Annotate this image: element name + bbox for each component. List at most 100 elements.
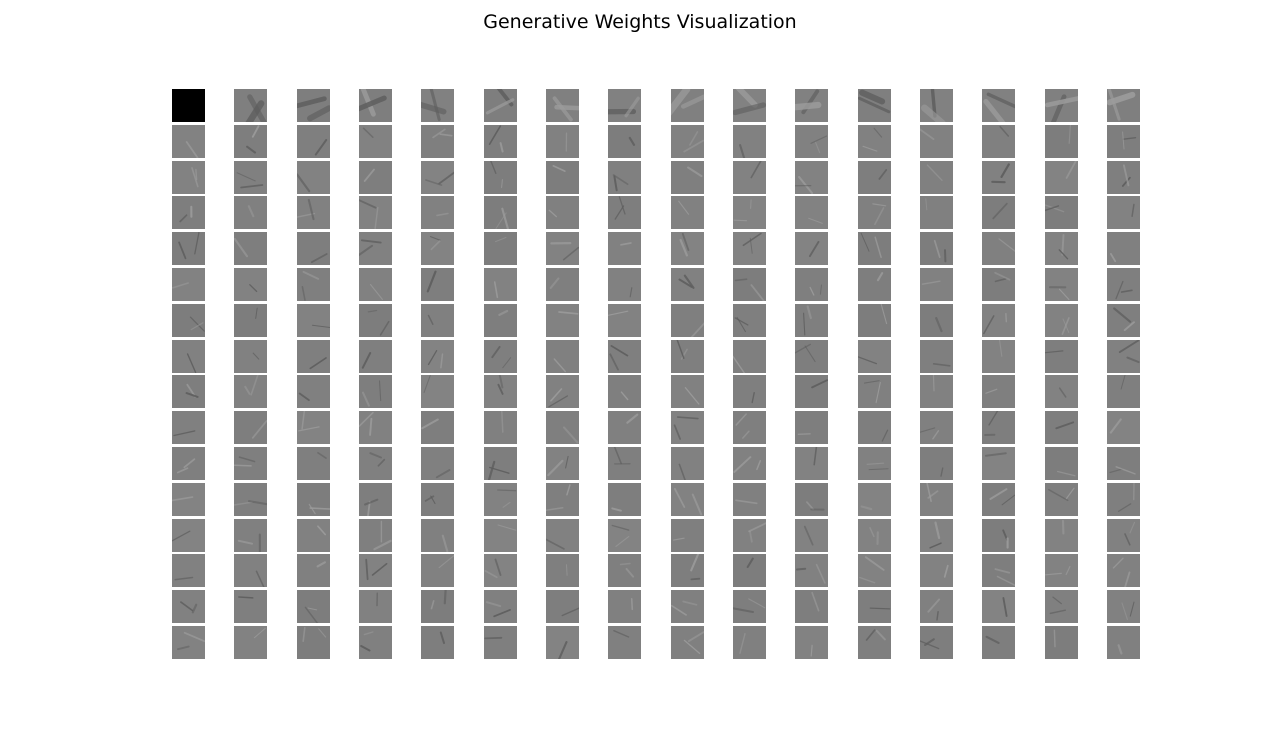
weight-tile bbox=[858, 483, 891, 516]
weight-tile bbox=[359, 590, 392, 623]
weight-tile bbox=[546, 196, 579, 229]
weight-tile bbox=[733, 519, 766, 552]
weight-tile bbox=[920, 304, 953, 337]
weight-tile bbox=[546, 554, 579, 587]
weight-tile bbox=[795, 590, 828, 623]
weight-tile bbox=[920, 411, 953, 444]
weight-tile bbox=[795, 125, 828, 158]
weight-tile bbox=[172, 375, 205, 408]
weight-tile bbox=[359, 626, 392, 659]
weight-tile bbox=[234, 268, 267, 301]
weight-tile bbox=[421, 483, 454, 516]
weight-tile bbox=[858, 554, 891, 587]
weight-tile bbox=[671, 483, 704, 516]
weight-tile bbox=[546, 483, 579, 516]
weight-tile bbox=[1045, 304, 1078, 337]
chart-title: Generative Weights Visualization bbox=[483, 11, 797, 33]
weight-tile bbox=[795, 196, 828, 229]
weight-tile bbox=[920, 483, 953, 516]
weight-tile bbox=[297, 340, 330, 373]
weight-tile bbox=[671, 554, 704, 587]
weight-tile bbox=[858, 590, 891, 623]
weight-tile bbox=[795, 161, 828, 194]
weight-tile bbox=[546, 268, 579, 301]
weight-tile bbox=[795, 519, 828, 552]
weight-tile bbox=[172, 590, 205, 623]
weight-tile bbox=[484, 89, 517, 122]
weight-tile bbox=[484, 304, 517, 337]
weight-tile bbox=[1045, 483, 1078, 516]
weight-tile bbox=[920, 375, 953, 408]
weight-tile bbox=[297, 304, 330, 337]
weight-tile bbox=[795, 626, 828, 659]
weight-tile bbox=[733, 590, 766, 623]
weight-tile bbox=[359, 375, 392, 408]
weight-tile bbox=[484, 125, 517, 158]
weight-tile bbox=[1045, 626, 1078, 659]
weight-tile bbox=[172, 483, 205, 516]
weight-tile bbox=[671, 447, 704, 480]
weight-tile bbox=[671, 375, 704, 408]
weight-tile bbox=[920, 519, 953, 552]
weight-tile bbox=[234, 519, 267, 552]
weight-tile bbox=[1045, 447, 1078, 480]
weight-tile bbox=[234, 375, 267, 408]
weight-tile bbox=[671, 161, 704, 194]
weight-tile bbox=[421, 626, 454, 659]
weight-tile bbox=[733, 268, 766, 301]
weight-tile bbox=[1107, 447, 1140, 480]
weight-tile bbox=[733, 125, 766, 158]
weight-tile bbox=[671, 304, 704, 337]
weight-tile bbox=[234, 411, 267, 444]
weight-tile bbox=[421, 125, 454, 158]
weight-tile bbox=[484, 161, 517, 194]
weight-tile bbox=[297, 554, 330, 587]
weight-tile bbox=[733, 304, 766, 337]
weight-tile bbox=[297, 590, 330, 623]
weight-tile bbox=[795, 447, 828, 480]
weight-tile bbox=[795, 483, 828, 516]
weight-tile bbox=[733, 89, 766, 122]
weight-tile bbox=[546, 125, 579, 158]
weight-tile bbox=[546, 447, 579, 480]
weight-tile bbox=[234, 161, 267, 194]
weight-tile bbox=[671, 626, 704, 659]
weight-tile bbox=[608, 89, 641, 122]
weight-tile bbox=[858, 89, 891, 122]
weight-tile bbox=[858, 196, 891, 229]
weight-tile bbox=[671, 590, 704, 623]
weight-tile bbox=[608, 268, 641, 301]
weight-tile bbox=[234, 125, 267, 158]
weight-tile bbox=[608, 161, 641, 194]
weight-tile bbox=[297, 89, 330, 122]
weight-tile bbox=[1107, 196, 1140, 229]
weight-tile bbox=[234, 626, 267, 659]
weight-tile bbox=[982, 519, 1015, 552]
weight-tile bbox=[982, 447, 1015, 480]
weight-tile bbox=[297, 447, 330, 480]
weight-tile bbox=[484, 554, 517, 587]
weight-tile bbox=[1045, 554, 1078, 587]
weight-tile bbox=[1045, 340, 1078, 373]
weight-tile bbox=[608, 626, 641, 659]
weight-tile bbox=[858, 340, 891, 373]
weight-tile bbox=[234, 340, 267, 373]
weight-tile bbox=[421, 268, 454, 301]
weight-tile bbox=[297, 161, 330, 194]
weight-tile bbox=[546, 161, 579, 194]
weight-tile bbox=[297, 268, 330, 301]
weight-tile bbox=[671, 125, 704, 158]
weight-tile bbox=[608, 519, 641, 552]
weight-tile bbox=[359, 447, 392, 480]
weight-tile bbox=[733, 483, 766, 516]
weight-tile bbox=[546, 519, 579, 552]
weight-tile bbox=[608, 340, 641, 373]
weight-tile bbox=[671, 268, 704, 301]
weight-tile bbox=[1107, 590, 1140, 623]
weight-tile bbox=[546, 89, 579, 122]
weight-tile bbox=[421, 447, 454, 480]
weight-tile bbox=[608, 483, 641, 516]
weight-tile bbox=[920, 554, 953, 587]
weight-tile bbox=[359, 340, 392, 373]
weight-tile bbox=[858, 304, 891, 337]
